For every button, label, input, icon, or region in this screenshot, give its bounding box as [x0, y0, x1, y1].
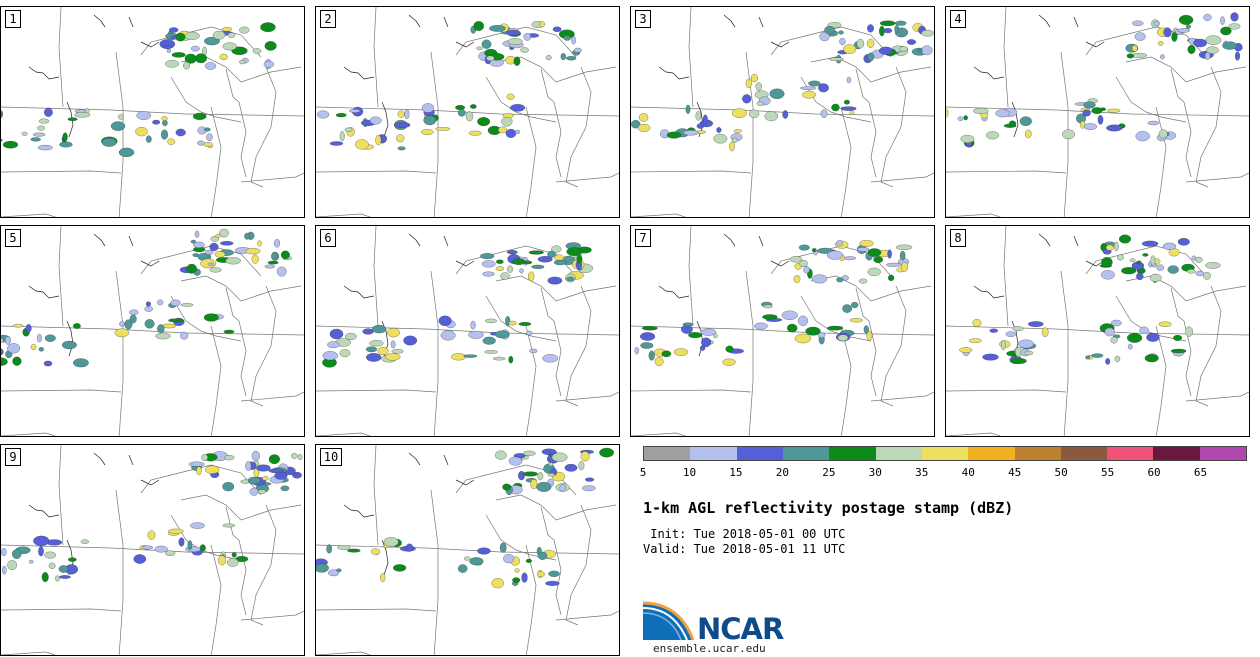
regional-basemap — [946, 226, 1249, 436]
postage-stamp-panel: 10 — [315, 444, 620, 656]
chart-title: 1-km AGL reflectivity postage stamp (dBZ… — [643, 499, 1014, 517]
colorbar-tick-label: 45 — [1008, 466, 1022, 479]
member-number-label: 5 — [5, 229, 21, 247]
colorbar-segment — [921, 447, 969, 460]
colorbar-segment — [690, 447, 737, 460]
postage-stamp-panel: 3 — [630, 6, 935, 218]
colorbar-tick-label: 35 — [915, 466, 929, 479]
colorbar-segment — [644, 447, 691, 460]
colorbar-segment — [782, 447, 830, 460]
postage-stamp-panel: 5 — [0, 225, 305, 437]
regional-basemap — [316, 226, 619, 436]
regional-basemap — [631, 226, 934, 436]
regional-basemap — [946, 7, 1249, 217]
colorbar-tick-label: 40 — [961, 466, 975, 479]
colorbar-tick-label: 55 — [1100, 466, 1115, 479]
colorbar-segment — [1199, 447, 1247, 460]
colorbar-segment — [1107, 447, 1154, 460]
regional-basemap — [1, 7, 304, 217]
member-number-label: 6 — [320, 229, 336, 247]
ncar-logo-icon — [643, 601, 695, 641]
colorbar-tick-label: 20 — [775, 466, 789, 479]
member-number-label: 2 — [320, 10, 336, 28]
colorbar-segment — [968, 447, 1015, 460]
colorbar-tick-label: 65 — [1193, 466, 1208, 479]
init-time: Init: Tue 2018-05-01 00 UTC — [643, 527, 846, 541]
member-number-label: 1 — [5, 10, 21, 28]
colorbar-segment — [1014, 447, 1061, 460]
regional-basemap — [631, 7, 934, 217]
logo-text: NCAR — [697, 612, 784, 646]
member-number-label: 3 — [635, 10, 651, 28]
postage-stamp-panel: 9 — [0, 444, 305, 656]
postage-stamp-panel: 1 — [0, 6, 305, 218]
colorbar-tick-label: 60 — [1147, 466, 1161, 479]
regional-basemap — [1, 226, 304, 436]
colorbar-segment — [829, 447, 876, 460]
member-number-label: 7 — [635, 229, 651, 247]
reflectivity-colorbar — [643, 446, 1247, 461]
colorbar-tick-label: 30 — [868, 466, 882, 479]
member-number-label: 8 — [950, 229, 966, 247]
colorbar-tick-label: 25 — [822, 466, 836, 479]
colorbar-tick-label: 5 — [639, 466, 647, 479]
colorbar-segment — [1060, 447, 1108, 460]
valid-time: Valid: Tue 2018-05-01 11 UTC — [643, 542, 846, 556]
member-number-label: 10 — [320, 448, 342, 466]
postage-stamp-panel: 7 — [630, 225, 935, 437]
regional-basemap — [316, 7, 619, 217]
colorbar-tick-label: 50 — [1054, 466, 1068, 479]
postage-stamp-panel: 4 — [945, 6, 1250, 218]
postage-stamp-panel: 8 — [945, 225, 1250, 437]
colorbar-tick-label: 15 — [729, 466, 743, 479]
site-url[interactable]: ensemble.ucar.edu — [653, 642, 766, 655]
colorbar-segment — [1153, 447, 1200, 460]
member-number-label: 9 — [5, 448, 21, 466]
member-number-label: 4 — [950, 10, 966, 28]
colorbar-segment — [875, 447, 922, 460]
colorbar-segment — [736, 447, 783, 460]
regional-basemap — [316, 445, 619, 655]
postage-stamp-panel: 6 — [315, 225, 620, 437]
colorbar-tick-label: 10 — [682, 466, 697, 479]
postage-stamp-panel: 2 — [315, 6, 620, 218]
regional-basemap — [1, 445, 304, 655]
